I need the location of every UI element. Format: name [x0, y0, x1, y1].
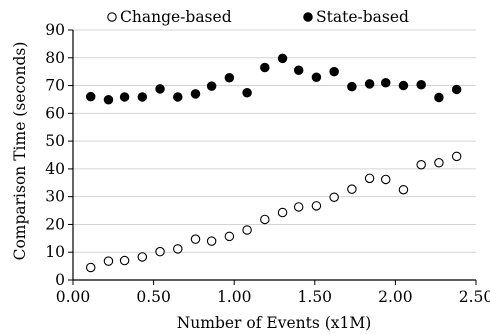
change-based-point [380, 174, 391, 185]
state-based-point [311, 72, 322, 82]
y-axis-ticks: 0 10 20 30 40 50 60 70 80 90 [45, 21, 73, 289]
change-based-point [293, 202, 304, 212]
y-tick-label: 50 [45, 132, 65, 150]
data-points [85, 53, 462, 273]
change-based-point [260, 214, 270, 225]
axes [72, 30, 476, 281]
y-tick-label: 0 [55, 271, 65, 289]
state-based-point [398, 80, 409, 91]
state-based-point [277, 53, 288, 64]
state-based-point [190, 89, 201, 99]
legend-marker [107, 12, 117, 22]
change-based-point [416, 159, 426, 170]
change-based-point [85, 262, 96, 273]
x-tick-label: 1.00 [217, 288, 252, 306]
state-based-point [173, 92, 183, 102]
state-based-point [451, 84, 462, 95]
change-based-point [224, 231, 235, 242]
y-tick-label: 80 [45, 49, 65, 67]
state-based-point [103, 94, 114, 105]
y-tick-label: 40 [45, 160, 65, 178]
change-based-point [173, 244, 183, 254]
change-based-point [329, 192, 339, 202]
change-based-point [155, 246, 165, 257]
change-based-point [190, 234, 201, 244]
state-based-point [155, 84, 165, 94]
state-based-point [416, 79, 426, 90]
state-based-point [293, 65, 304, 76]
change-based-point [137, 252, 148, 262]
change-based-point [242, 225, 252, 235]
y-tick-label: 20 [45, 215, 65, 233]
legend: Change-based State-based [107, 8, 409, 26]
state-based-point [364, 79, 375, 89]
change-based-point [347, 184, 357, 194]
change-based-point [119, 255, 130, 266]
state-based-point [85, 91, 96, 102]
legend-label: Change-based [120, 8, 232, 26]
x-tick-label: 2.00 [378, 288, 413, 306]
x-tick-label: 1.50 [298, 288, 333, 306]
change-based-point [206, 236, 217, 246]
change-based-point [364, 173, 375, 184]
state-based-point [224, 73, 235, 83]
change-based-point [277, 207, 288, 218]
change-based-point [398, 184, 409, 195]
y-axis-label: Comparison Time (seconds) [11, 42, 29, 261]
x-axis-label: Number of Events (x1M) [177, 314, 372, 332]
gridlines [73, 29, 476, 253]
x-tick-label: 0.00 [56, 288, 91, 306]
y-tick-label: 70 [45, 77, 65, 95]
state-based-point [242, 88, 252, 98]
x-axis-ticks: 0.00 0.50 1.00 1.50 2.00 2.50 [56, 280, 490, 306]
y-tick-label: 10 [45, 243, 65, 261]
y-tick-label: 90 [45, 21, 65, 39]
state-based-point [260, 62, 270, 73]
x-tick-label: 0.50 [136, 288, 171, 306]
legend-marker [303, 12, 313, 22]
y-tick-label: 60 [45, 104, 65, 122]
state-based-point [206, 81, 217, 91]
change-based-point [311, 201, 322, 211]
state-based-point [137, 92, 148, 102]
legend-label: State-based [316, 8, 409, 26]
state-based-point [434, 92, 444, 103]
y-tick-label: 30 [45, 188, 65, 206]
state-based-point [329, 66, 339, 77]
state-based-point [347, 81, 357, 92]
change-based-point [434, 158, 444, 168]
change-based-point [103, 256, 114, 266]
change-based-point [451, 151, 462, 162]
state-based-point [380, 78, 391, 88]
state-based-point [119, 92, 130, 102]
x-tick-label: 2.50 [459, 288, 490, 306]
